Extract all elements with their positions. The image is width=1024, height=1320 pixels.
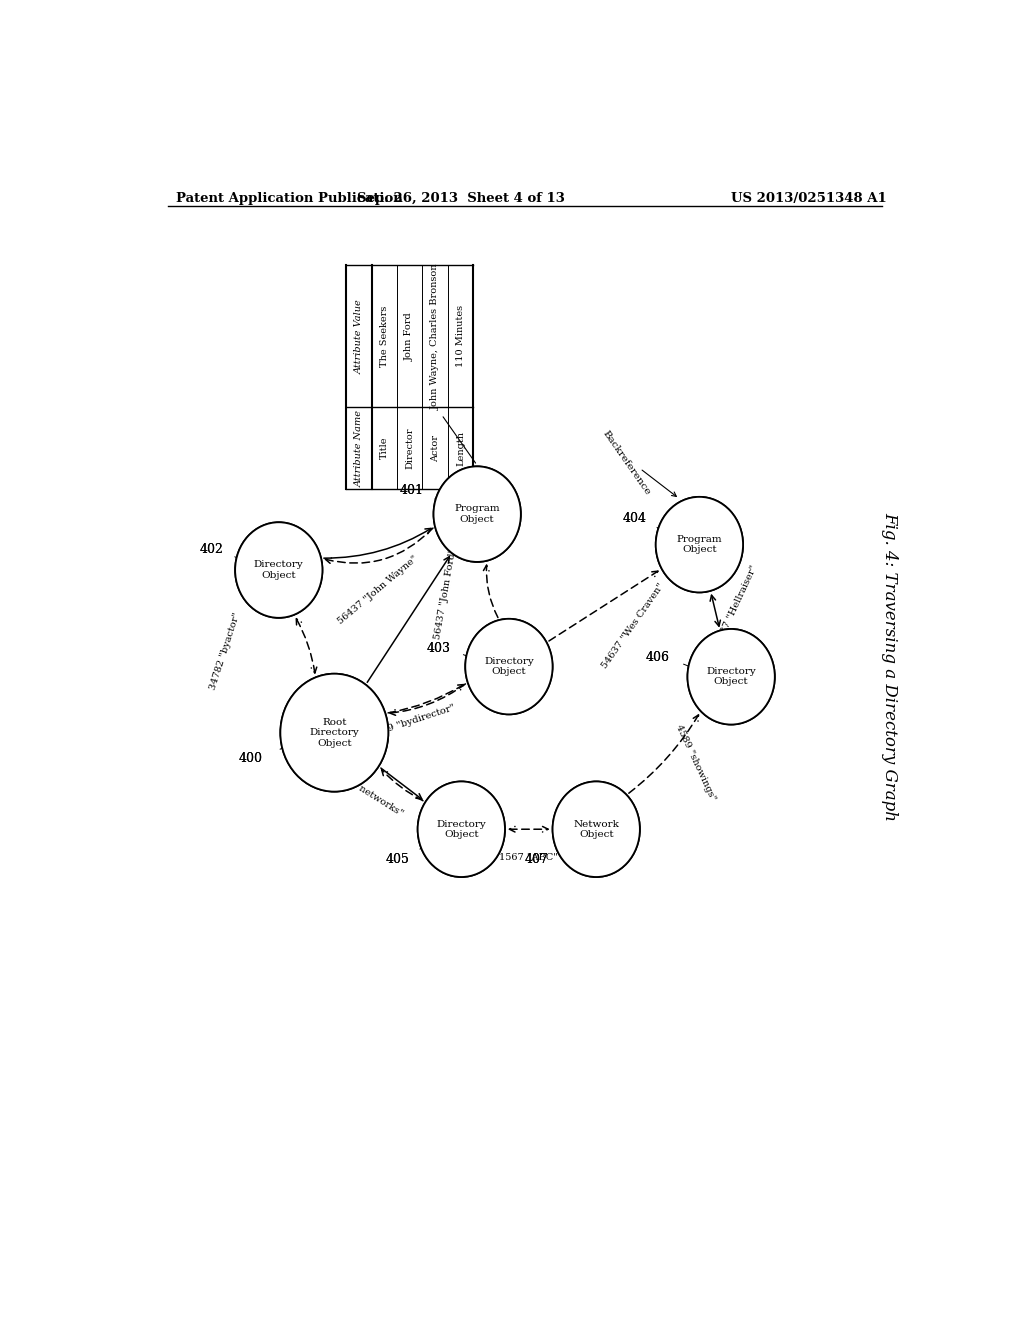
- Text: 401: 401: [400, 484, 424, 498]
- Text: Directory
Object: Directory Object: [707, 667, 756, 686]
- Text: 400: 400: [239, 751, 263, 764]
- Text: The Seekers: The Seekers: [380, 306, 389, 367]
- Text: 23 "networks": 23 "networks": [340, 774, 404, 818]
- Ellipse shape: [553, 781, 640, 876]
- Text: Patent Application Publication: Patent Application Publication: [176, 191, 402, 205]
- Text: 56437 "John Wayne": 56437 "John Wayne": [336, 554, 420, 627]
- Text: Fig. 4: Traversing a Directory Graph: Fig. 4: Traversing a Directory Graph: [882, 512, 898, 821]
- Text: Actor: Actor: [431, 434, 439, 462]
- Text: 403: 403: [427, 642, 452, 655]
- Text: Program
Object: Program Object: [455, 504, 500, 524]
- Ellipse shape: [433, 466, 521, 562]
- Ellipse shape: [418, 781, 505, 876]
- Ellipse shape: [465, 619, 553, 714]
- Text: Directory
Object: Directory Object: [707, 667, 756, 686]
- Ellipse shape: [236, 523, 323, 618]
- Ellipse shape: [465, 619, 553, 714]
- Text: 403: 403: [427, 642, 452, 655]
- Ellipse shape: [687, 630, 775, 725]
- Text: Attribute Name: Attribute Name: [354, 409, 364, 487]
- Ellipse shape: [281, 673, 388, 792]
- Text: 406: 406: [646, 651, 670, 664]
- Ellipse shape: [418, 781, 505, 876]
- Text: 1567 "ABC": 1567 "ABC": [500, 853, 558, 862]
- Text: 404: 404: [623, 512, 646, 525]
- Text: Program
Object: Program Object: [677, 535, 722, 554]
- Text: US 2013/0251348 A1: US 2013/0251348 A1: [731, 191, 887, 205]
- Ellipse shape: [553, 781, 640, 876]
- Text: Attribute Value: Attribute Value: [354, 298, 364, 374]
- Text: Directory
Object: Directory Object: [484, 657, 534, 676]
- Text: Length: Length: [456, 430, 465, 466]
- Text: 54637 "Wes Craven": 54637 "Wes Craven": [600, 582, 666, 671]
- Text: 401: 401: [400, 484, 424, 498]
- Text: Program
Object: Program Object: [677, 535, 722, 554]
- Text: 110 Minutes: 110 Minutes: [456, 305, 465, 367]
- Text: Root
Directory
Object: Root Directory Object: [309, 718, 359, 747]
- Text: Directory
Object: Directory Object: [436, 820, 486, 840]
- Text: 402: 402: [200, 544, 223, 556]
- Text: Directory
Object: Directory Object: [484, 657, 534, 676]
- Ellipse shape: [433, 466, 521, 562]
- Text: Directory
Object: Directory Object: [254, 561, 304, 579]
- Text: Root
Directory
Object: Root Directory Object: [309, 718, 359, 747]
- Text: John Ford: John Ford: [406, 312, 415, 360]
- Text: 402: 402: [200, 544, 223, 556]
- Text: 4589 "showings": 4589 "showings": [674, 723, 717, 803]
- Text: 54637 "Hellraiser": 54637 "Hellraiser": [712, 564, 759, 652]
- Text: 405: 405: [386, 853, 410, 866]
- Text: Network
Object: Network Object: [573, 820, 620, 840]
- Text: Network
Object: Network Object: [573, 820, 620, 840]
- Text: 406: 406: [646, 651, 670, 664]
- Ellipse shape: [655, 496, 743, 593]
- Text: 34789 "bydirector": 34789 "bydirector": [364, 704, 457, 742]
- Ellipse shape: [281, 673, 388, 792]
- Ellipse shape: [687, 630, 775, 725]
- Text: Director: Director: [406, 428, 415, 469]
- Text: 34782 "byactor": 34782 "byactor": [208, 611, 242, 692]
- Text: 407: 407: [524, 853, 549, 866]
- Text: 407: 407: [524, 853, 549, 866]
- Text: 400: 400: [239, 751, 263, 764]
- Text: John Wayne, Charles Bronson: John Wayne, Charles Bronson: [431, 263, 439, 409]
- Text: Title: Title: [380, 437, 389, 459]
- Text: Backreference: Backreference: [601, 429, 652, 498]
- Ellipse shape: [655, 496, 743, 593]
- Text: 56437 "John Ford": 56437 "John Ford": [433, 548, 458, 640]
- Text: 404: 404: [623, 512, 646, 525]
- Text: Program
Object: Program Object: [455, 504, 500, 524]
- Text: Directory
Object: Directory Object: [436, 820, 486, 840]
- Text: Sep. 26, 2013  Sheet 4 of 13: Sep. 26, 2013 Sheet 4 of 13: [357, 191, 565, 205]
- Ellipse shape: [236, 523, 323, 618]
- Text: Directory
Object: Directory Object: [254, 561, 304, 579]
- Text: 405: 405: [386, 853, 410, 866]
